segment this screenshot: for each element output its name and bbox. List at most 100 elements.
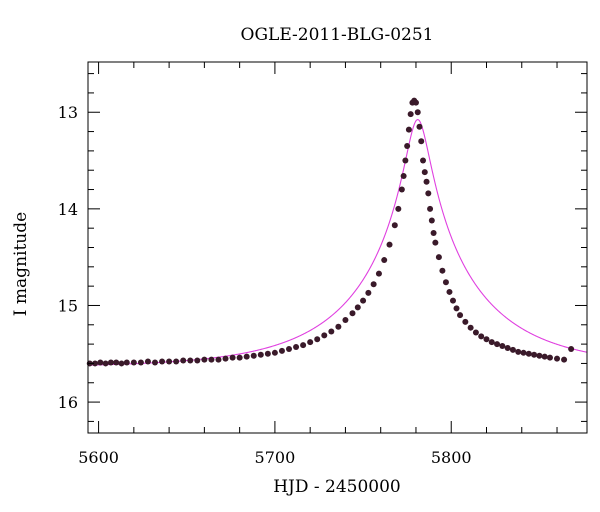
data-point bbox=[488, 339, 495, 346]
data-point bbox=[314, 336, 321, 343]
data-point bbox=[286, 345, 293, 352]
chart-title: OGLE-2011-BLG-0251 bbox=[241, 25, 434, 45]
data-point bbox=[102, 360, 109, 367]
data-point bbox=[159, 358, 166, 365]
data-point bbox=[439, 267, 446, 274]
data-point bbox=[354, 304, 361, 311]
data-point bbox=[405, 126, 412, 133]
data-point bbox=[360, 297, 367, 304]
data-point bbox=[427, 205, 434, 212]
data-point bbox=[412, 99, 419, 106]
data-point bbox=[414, 109, 421, 116]
data-point bbox=[446, 288, 453, 295]
y-axis-label: I magnitude bbox=[11, 212, 31, 316]
data-point bbox=[381, 257, 388, 264]
data-point bbox=[402, 157, 409, 164]
plot-frame bbox=[87, 61, 588, 434]
data-point bbox=[423, 178, 430, 185]
data-point bbox=[428, 217, 435, 224]
data-point bbox=[395, 205, 402, 212]
data-point bbox=[370, 281, 377, 288]
data-point bbox=[215, 356, 222, 363]
data-point bbox=[515, 348, 522, 355]
x-axis-label: HJD - 2450000 bbox=[273, 477, 401, 497]
data-point bbox=[208, 356, 215, 363]
axis-ticks: 5600 5700 5800 13 14 15 16 bbox=[58, 62, 587, 467]
data-point bbox=[561, 356, 568, 363]
data-point bbox=[421, 169, 428, 176]
data-point bbox=[365, 289, 372, 296]
data-point bbox=[478, 333, 485, 340]
data-point bbox=[137, 359, 144, 366]
x-tick-label: 5800 bbox=[431, 448, 472, 467]
data-point bbox=[432, 239, 439, 246]
data-point bbox=[321, 332, 328, 339]
data-point bbox=[342, 316, 349, 323]
data-point bbox=[449, 297, 456, 304]
y-tick-label: 13 bbox=[58, 103, 78, 122]
data-point bbox=[130, 359, 137, 366]
data-point bbox=[435, 254, 442, 261]
data-point bbox=[425, 190, 432, 197]
data-point bbox=[335, 323, 342, 330]
data-point bbox=[467, 324, 474, 331]
data-point bbox=[499, 343, 506, 350]
data-point bbox=[187, 357, 194, 364]
data-point bbox=[97, 359, 104, 366]
data-point bbox=[457, 312, 464, 319]
data-point bbox=[453, 305, 460, 312]
data-point bbox=[398, 186, 405, 193]
data-point bbox=[250, 352, 257, 359]
data-point bbox=[504, 344, 511, 351]
data-point bbox=[173, 358, 180, 365]
data-point bbox=[229, 354, 236, 361]
data-point bbox=[278, 347, 285, 354]
data-point bbox=[92, 360, 99, 367]
data-point bbox=[520, 349, 527, 356]
data-point bbox=[546, 354, 553, 361]
data-point bbox=[416, 123, 423, 130]
data-point bbox=[152, 359, 158, 366]
data-point bbox=[243, 353, 250, 360]
plot-area bbox=[86, 97, 588, 367]
data-point bbox=[118, 360, 125, 367]
data-point bbox=[418, 138, 425, 145]
data-point bbox=[271, 349, 278, 356]
data-point bbox=[420, 157, 427, 164]
data-point bbox=[536, 352, 543, 359]
data-point bbox=[442, 279, 449, 286]
data-point bbox=[300, 342, 307, 349]
data-point bbox=[107, 359, 114, 366]
y-tick-label: 15 bbox=[58, 296, 78, 315]
x-tick-label: 5600 bbox=[78, 448, 119, 467]
data-point bbox=[404, 143, 411, 150]
data-point bbox=[113, 359, 120, 366]
data-point bbox=[400, 173, 407, 180]
data-point bbox=[257, 351, 264, 358]
data-point bbox=[144, 358, 151, 365]
data-point bbox=[509, 346, 516, 353]
data-point bbox=[194, 357, 201, 364]
data-point bbox=[123, 359, 130, 366]
data-point bbox=[328, 328, 335, 335]
data-point bbox=[222, 355, 229, 362]
data-point bbox=[166, 358, 173, 365]
data-point bbox=[201, 356, 208, 363]
y-tick-label: 14 bbox=[58, 200, 78, 219]
data-point bbox=[375, 270, 382, 277]
data-point bbox=[307, 339, 314, 346]
x-tick-label: 5700 bbox=[255, 448, 296, 467]
data-point bbox=[236, 354, 243, 361]
data-point bbox=[525, 350, 532, 357]
data-point bbox=[541, 353, 548, 360]
data-point bbox=[472, 329, 479, 336]
data-point bbox=[568, 345, 575, 352]
data-point bbox=[462, 318, 469, 325]
data-point bbox=[531, 351, 538, 358]
data-point bbox=[407, 111, 414, 118]
data-point bbox=[293, 344, 300, 351]
data-point bbox=[386, 241, 393, 248]
data-point bbox=[349, 310, 356, 317]
data-point bbox=[180, 357, 187, 364]
